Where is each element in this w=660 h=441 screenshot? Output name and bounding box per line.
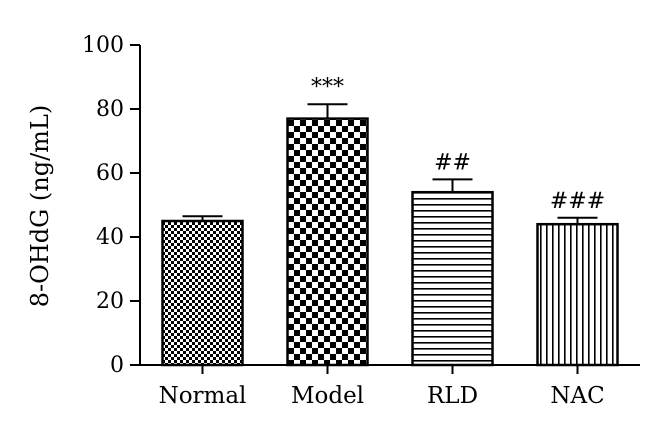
x-tick-label-normal: Normal bbox=[159, 383, 247, 409]
bar-normal bbox=[161, 219, 244, 367]
y-tick-label: 20 bbox=[96, 289, 124, 314]
bar-model bbox=[286, 117, 369, 367]
bars bbox=[161, 103, 619, 367]
significance-label-nac: ### bbox=[550, 189, 605, 214]
significance-label-rld: ## bbox=[434, 150, 471, 175]
significance-label-model: *** bbox=[311, 75, 344, 100]
annotations: ***##### bbox=[311, 75, 605, 214]
y-tick-label: 60 bbox=[96, 161, 124, 186]
bar-rld bbox=[411, 190, 494, 367]
y-tick-label: 40 bbox=[96, 225, 124, 250]
x-tick-label-rld: RLD bbox=[427, 383, 478, 409]
y-tick-label: 100 bbox=[82, 33, 124, 58]
x-axis: Normal Model RLD NAC bbox=[140, 364, 640, 409]
y-axis-title: 8-OHdG (ng/mL) bbox=[26, 105, 54, 307]
bar-nac bbox=[536, 222, 619, 367]
x-tick-label-nac: NAC bbox=[550, 383, 604, 409]
y-tick-label: 80 bbox=[96, 97, 124, 122]
y-axis: 0 20 40 60 80 100 bbox=[82, 33, 141, 378]
y-tick-label: 0 bbox=[110, 353, 124, 378]
x-tick-label-model: Model bbox=[291, 383, 364, 409]
